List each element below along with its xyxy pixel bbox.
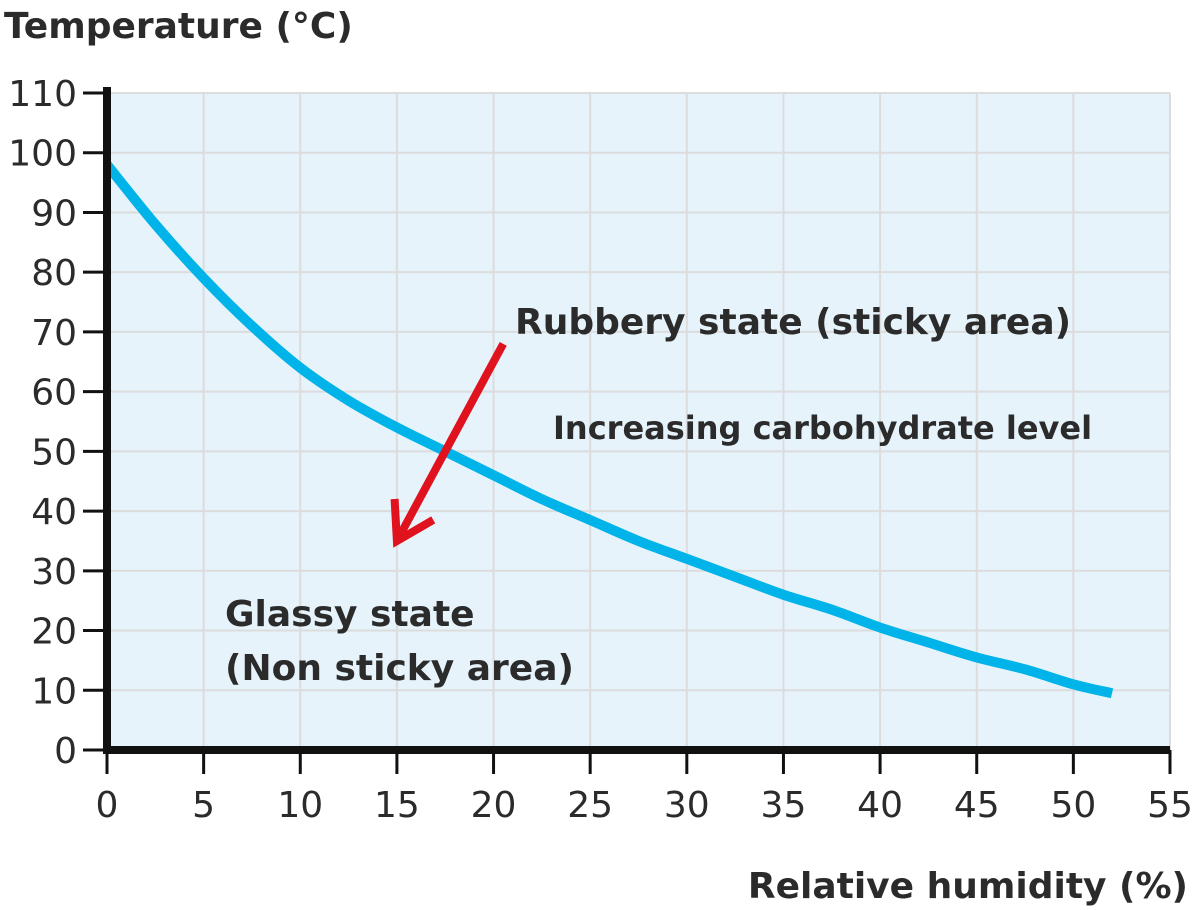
non-sticky-area-label: (Non sticky area) bbox=[225, 648, 574, 689]
x-tick-label: 10 bbox=[277, 785, 323, 826]
y-axis-title: Temperature (°C) bbox=[4, 6, 353, 47]
x-tick-label: 0 bbox=[96, 785, 119, 826]
x-tick-label: 35 bbox=[761, 785, 807, 826]
y-tick-label: 60 bbox=[31, 373, 77, 414]
y-tick-label: 50 bbox=[31, 432, 77, 473]
axes bbox=[103, 87, 1170, 754]
glassy-state-label: Glassy state bbox=[225, 594, 475, 635]
x-tick-label: 25 bbox=[567, 785, 613, 826]
rubbery-state-label: Rubbery state (sticky area) bbox=[515, 302, 1071, 343]
arrow-head bbox=[390, 498, 436, 548]
y-tick-label: 100 bbox=[8, 134, 77, 175]
tick-labels: 0 10 20 30 40 50 60 70 80 90 100 110 0 5 10 15 20 25 30 35 4… bbox=[8, 74, 1193, 826]
x-tick-label: 20 bbox=[471, 785, 517, 826]
x-tick-label: 15 bbox=[374, 785, 420, 826]
series-line-0 bbox=[103, 161, 1114, 699]
y-tick-label: 20 bbox=[31, 612, 77, 653]
x-tick-label: 40 bbox=[857, 785, 903, 826]
grid-lines bbox=[106, 92, 1171, 751]
arrow-shaft bbox=[393, 341, 507, 543]
y-tick-label: 10 bbox=[31, 671, 77, 712]
curve-layer bbox=[103, 161, 1114, 699]
y-tick-label: 80 bbox=[31, 253, 77, 294]
x-tick-label: 5 bbox=[192, 785, 215, 826]
y-tick-label: 40 bbox=[31, 492, 77, 533]
x-tick-label: 45 bbox=[954, 785, 1000, 826]
y-tick-label: 90 bbox=[31, 193, 77, 234]
y-tick-label: 70 bbox=[31, 313, 77, 354]
y-tick-label: 30 bbox=[31, 552, 77, 593]
x-tick-label: 30 bbox=[664, 785, 710, 826]
x-axis-title: Relative humidity (%) bbox=[748, 866, 1188, 907]
increasing-carbohydrate-label: Increasing carbohydrate level bbox=[553, 409, 1092, 447]
x-tick-label: 50 bbox=[1050, 785, 1096, 826]
x-tick-label: 55 bbox=[1147, 785, 1193, 826]
plot-area bbox=[107, 93, 1170, 750]
y-tick-label: 0 bbox=[54, 731, 77, 772]
arrow-layer bbox=[390, 341, 507, 548]
y-tick-label: 110 bbox=[8, 74, 77, 115]
